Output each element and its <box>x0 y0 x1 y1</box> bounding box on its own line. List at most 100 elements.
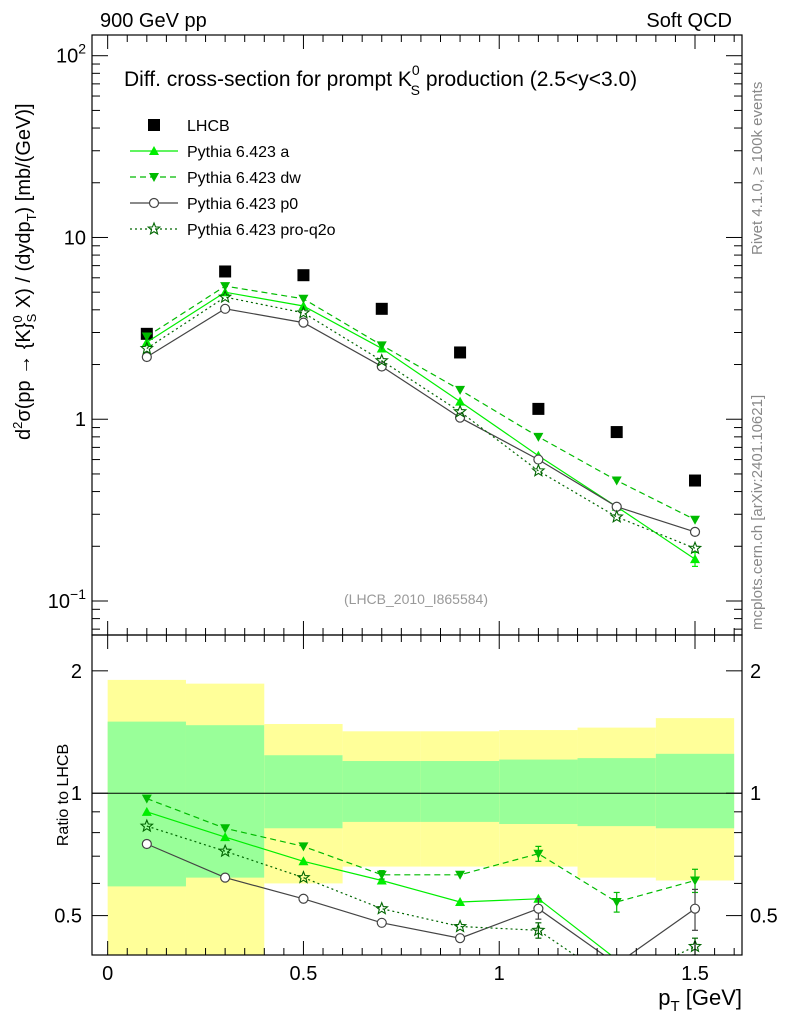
data-point <box>298 856 309 866</box>
data-point <box>298 893 309 904</box>
data-point <box>533 849 544 859</box>
stat-band <box>342 761 421 822</box>
data-point <box>141 351 152 363</box>
ratio-y-tick-label-right: 2 <box>750 661 761 683</box>
data-point <box>452 919 468 933</box>
mcplots-label: mcplots.cern.ch [arXiv:2401.10621] <box>749 395 766 630</box>
x-tick-label: 1 <box>494 963 505 985</box>
data-point <box>690 515 701 525</box>
data-point <box>220 872 231 883</box>
stat-band <box>264 755 343 829</box>
series-line <box>146 308 696 533</box>
y-tick-label: 102 <box>56 41 86 68</box>
data-point <box>454 346 467 359</box>
ratio-y-tick-label: 1 <box>71 783 82 805</box>
legend-label-p0: Pythia 6.423 p0 <box>187 196 298 213</box>
data-point <box>610 426 623 439</box>
data-point <box>141 794 152 804</box>
data-point <box>531 463 546 477</box>
data-point <box>609 509 624 524</box>
series-line <box>146 285 696 521</box>
series-line <box>146 291 696 560</box>
stat-band <box>499 759 578 825</box>
x-axis-label: pT [GeV] <box>658 985 742 1015</box>
data-point <box>690 554 701 564</box>
data-point <box>689 526 701 537</box>
chart-title: Diff. cross-section for prompt K0 S produ… <box>124 62 637 98</box>
y-tick-label: 10−1 <box>48 586 86 613</box>
data-point <box>376 875 387 885</box>
data-point <box>217 843 233 858</box>
data-point <box>220 832 231 842</box>
data-point <box>611 898 622 908</box>
legend-marker <box>148 119 160 131</box>
data-point <box>376 341 387 351</box>
data-point <box>611 476 622 486</box>
rivet-label: Rivet 4.1.0, ≥ 100k events <box>749 82 766 255</box>
data-point <box>689 474 702 487</box>
ratio-y-tick-label: 2 <box>71 661 82 683</box>
data-point <box>533 432 544 442</box>
data-point <box>220 303 231 314</box>
axis-ticks <box>92 35 742 956</box>
data-point <box>141 806 152 816</box>
data-point <box>689 903 701 914</box>
data-point <box>139 340 154 355</box>
data-point <box>532 402 545 415</box>
stat-band <box>655 753 735 829</box>
data-point <box>298 317 309 328</box>
stat-band <box>577 758 656 827</box>
data-point <box>375 302 388 315</box>
legend: LHCB Pythia 6.423 a Pythia 6.423 dw Pyth… <box>130 118 336 239</box>
y-axis-label: d2σ(pp → {K}0S X) / (dydpT) [mb/(GeV)] <box>10 103 39 440</box>
x-tick-label: 0 <box>102 963 113 985</box>
legend-label-pro-q2o: Pythia 6.423 pro-q2o <box>187 222 336 239</box>
data-point <box>296 305 311 319</box>
series-line <box>146 798 696 903</box>
data-point <box>296 870 311 884</box>
data-point <box>220 282 231 292</box>
data-point <box>455 870 466 880</box>
data-point <box>533 454 544 465</box>
legend-label-a: Pythia 6.423 a <box>187 144 289 161</box>
ratio-y-tick-label: 0.5 <box>54 906 82 928</box>
data-point <box>376 917 387 928</box>
series-line <box>146 825 696 955</box>
ratio-y-tick-label-right: 0.5 <box>750 906 778 928</box>
ratio-bands <box>107 679 735 955</box>
ratio-y-tick-label-right: 1 <box>750 783 761 805</box>
data-point <box>141 332 152 342</box>
data-point <box>611 978 622 989</box>
data-point <box>141 838 152 850</box>
y-tick-label: 1 <box>75 409 86 431</box>
stat-band <box>107 721 186 887</box>
data-point <box>455 385 466 395</box>
data-point <box>690 876 701 886</box>
legend-marker <box>149 146 159 155</box>
data-point <box>374 901 389 915</box>
x-tick-label: 0.5 <box>290 963 318 985</box>
header-left: 900 GeV pp <box>100 10 207 32</box>
x-tick-label: 1.5 <box>681 963 709 985</box>
data-point <box>297 269 310 282</box>
stat-band <box>185 725 265 878</box>
y-tick-label: 10 <box>64 227 86 249</box>
data-point <box>298 842 309 852</box>
data-point <box>139 818 154 833</box>
analysis-id: (LHCB_2010_I865584) <box>344 591 488 607</box>
series-line <box>146 296 696 549</box>
series-line <box>146 811 612 955</box>
legend-label-lhcb: LHCB <box>187 118 230 135</box>
legend-marker <box>146 221 162 236</box>
data-point <box>616 954 617 955</box>
data-point <box>533 903 544 914</box>
data-point <box>298 294 309 304</box>
data-point <box>455 396 466 406</box>
stat-band <box>420 761 500 822</box>
legend-marker <box>148 197 160 209</box>
legend-label-dw: Pythia 6.423 dw <box>187 170 301 187</box>
ratio-axis-label: Ratio to LHCB <box>55 744 72 846</box>
data-point <box>376 870 387 880</box>
main-series-group <box>139 265 703 567</box>
